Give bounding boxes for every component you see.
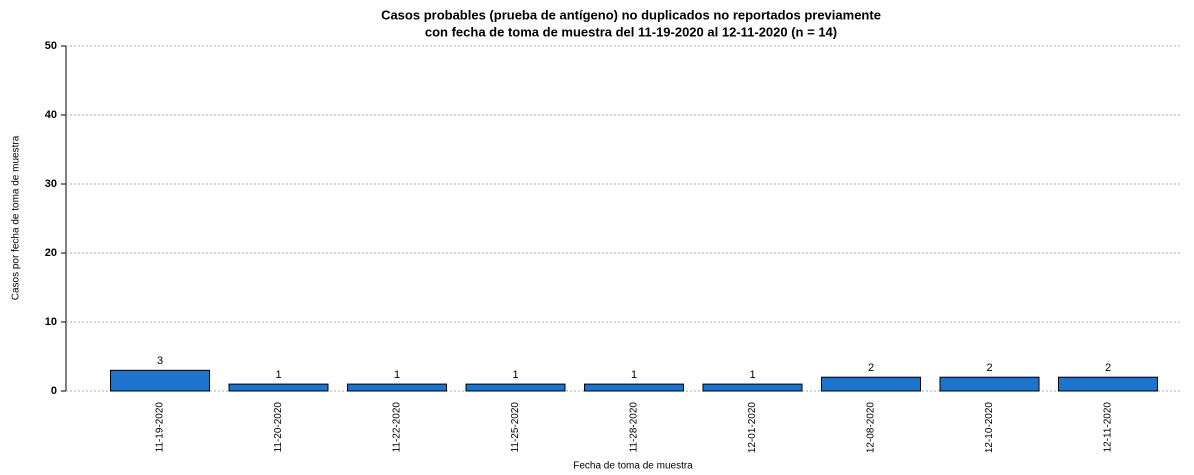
value-label: 1 [394, 369, 400, 381]
chart-title: Casos probables (prueba de antígeno) no … [381, 7, 881, 22]
bar [347, 383, 447, 392]
value-label: 2 [986, 362, 992, 374]
bar [702, 383, 803, 392]
y-tick-label: 10 [45, 316, 57, 328]
y-tick-label: 0 [51, 385, 57, 397]
y-tick-label: 20 [45, 247, 57, 259]
value-label: 1 [512, 369, 518, 381]
x-tick-label: 12-10-2020 [984, 402, 995, 454]
bar [939, 376, 1040, 392]
y-tick-label: 50 [45, 40, 57, 52]
x-tick-label: 11-22-2020 [392, 402, 403, 453]
y-tick-label: 40 [45, 109, 57, 121]
x-axis-title: Fecha de toma de muestra [573, 461, 693, 472]
value-label: 3 [157, 355, 163, 367]
x-tick-label: 12-11-2020 [1103, 402, 1114, 453]
bar [465, 383, 566, 392]
bar [110, 369, 210, 392]
bar [228, 383, 329, 392]
chart-subtitle: con fecha de toma de muestra del 11-19-2… [425, 24, 837, 39]
value-label: 2 [868, 362, 874, 374]
x-tick-label: 12-08-2020 [866, 402, 877, 454]
x-tick-label: 11-28-2020 [629, 402, 640, 453]
bar [584, 383, 684, 392]
value-label: 2 [1105, 362, 1111, 374]
value-label: 1 [749, 369, 755, 381]
x-tick-label: 11-20-2020 [273, 402, 284, 453]
y-tick-label: 30 [45, 178, 57, 190]
bar [1058, 376, 1158, 392]
value-label: 1 [631, 369, 637, 381]
x-tick-label: 12-01-2020 [747, 402, 758, 454]
value-label: 1 [275, 369, 281, 381]
y-axis-title: Casos por fecha de toma de muestra [11, 135, 22, 300]
bar [821, 376, 921, 392]
x-tick-label: 11-19-2020 [155, 402, 166, 453]
x-tick-label: 11-25-2020 [510, 402, 521, 453]
